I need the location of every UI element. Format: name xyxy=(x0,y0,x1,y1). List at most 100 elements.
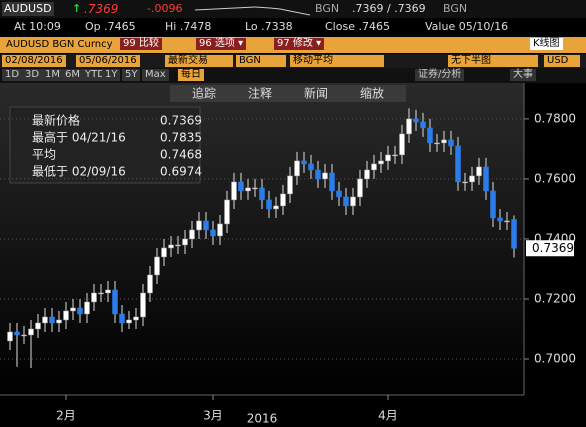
x-axis-label: 2016 xyxy=(247,412,278,426)
candle-body xyxy=(252,187,258,190)
candle-body xyxy=(245,187,251,192)
security-bar: AUDUSD BGN Curncy 99 比较 96 选项 ▾ 97 修改 ▾ … xyxy=(0,37,586,53)
open: Op .7465 xyxy=(85,20,136,33)
sparkline xyxy=(195,6,310,16)
candle-body xyxy=(329,172,335,192)
candle-body xyxy=(161,247,167,258)
candle-body xyxy=(406,118,412,135)
candle-body xyxy=(259,187,265,201)
candle-body xyxy=(21,334,27,337)
candle-body xyxy=(490,190,496,219)
price-source[interactable]: BGN xyxy=(236,55,286,67)
security[interactable]: AUDUSD BGN Curncy xyxy=(6,39,113,50)
candle-body xyxy=(63,310,69,321)
candle-body xyxy=(497,217,503,222)
chart-tool[interactable]: 追踪 xyxy=(192,86,216,101)
period-button[interactable]: 3D xyxy=(22,69,43,81)
lower-chart[interactable]: 无下半图 xyxy=(448,55,538,67)
candle-body xyxy=(294,160,300,177)
modify[interactable]: 97 修改 ▾ xyxy=(274,38,325,50)
candle-body xyxy=(70,307,76,312)
legend-value: 0.7835 xyxy=(160,131,202,145)
candle-body xyxy=(231,181,237,201)
tool-bar xyxy=(170,85,406,102)
candle-body xyxy=(119,313,125,324)
period-button[interactable]: 1Y xyxy=(102,69,121,81)
candle-body xyxy=(140,292,146,318)
candle-body xyxy=(98,292,104,295)
candle-body xyxy=(105,289,111,294)
candle-body xyxy=(483,166,489,192)
legend-label: 最低于 02/09/16 xyxy=(32,165,126,179)
price-field[interactable]: 最新交易 xyxy=(165,55,233,67)
candle-body xyxy=(441,139,447,144)
candle-body xyxy=(371,163,377,171)
chart-type[interactable]: K线图 xyxy=(530,38,563,50)
period-bar: 每日 证券/分析 大事 1D 3D 1M 6M YTD 1Y 5Y Max xyxy=(0,68,586,83)
period-button[interactable]: Max xyxy=(142,69,169,81)
candle-body xyxy=(448,139,454,147)
moving-average[interactable]: 移动平均 xyxy=(290,55,384,67)
close: Close .7465 xyxy=(325,20,390,33)
frequency[interactable]: 每日 xyxy=(178,69,204,81)
last-price-tag xyxy=(526,240,574,257)
candle-body xyxy=(350,196,356,207)
candle-body xyxy=(427,127,433,144)
x-tick-label: 2月 xyxy=(56,409,76,423)
candle-body xyxy=(511,219,517,249)
chart-tool[interactable]: 注释 xyxy=(248,86,272,101)
events[interactable]: 大事 xyxy=(510,69,536,81)
candle-body xyxy=(14,331,20,336)
chart-tool[interactable]: 缩放 xyxy=(360,86,384,101)
period-button[interactable]: YTD xyxy=(82,69,108,81)
source: BGN xyxy=(443,2,468,15)
candle-body xyxy=(322,172,328,180)
candle-body xyxy=(42,316,48,324)
candle-body xyxy=(49,316,55,324)
compare[interactable]: 99 比较 xyxy=(120,38,162,50)
currency[interactable]: USD xyxy=(544,55,580,67)
x-tick-label: 4月 xyxy=(378,409,398,423)
end-date[interactable]: 05/06/2016 xyxy=(76,55,140,67)
candle-body xyxy=(133,316,139,321)
x-tick-label: 3月 xyxy=(203,409,223,423)
period-button[interactable]: 5Y xyxy=(122,69,141,81)
quote-bar: AUDUSD ↑ .7369 -.0096 BGN .7369 / .7369 … xyxy=(0,0,586,18)
candle-body xyxy=(91,292,97,303)
period-button[interactable]: 1M xyxy=(42,69,63,81)
candle-body xyxy=(224,199,230,225)
analysis[interactable]: 证券/分析 xyxy=(415,69,465,81)
legend-value: 0.7369 xyxy=(160,114,202,128)
candle-body xyxy=(273,205,279,210)
candle-body xyxy=(385,154,391,162)
chart-tool[interactable]: 新闻 xyxy=(304,86,328,101)
candle-body xyxy=(175,244,181,247)
candle-body xyxy=(476,166,482,177)
candle-body xyxy=(147,274,153,294)
candle-body xyxy=(28,328,34,336)
candle-body xyxy=(7,331,13,342)
candle-body xyxy=(210,229,216,237)
candle-body xyxy=(308,163,314,171)
period-button[interactable]: 6M xyxy=(62,69,83,81)
legend-value: 0.6974 xyxy=(160,165,202,179)
candle-body xyxy=(168,244,174,249)
quote-details: At 10:09 Op .7465 Hi .7478 Lo .7338 Clos… xyxy=(0,18,586,36)
start-date[interactable]: 02/08/2016 xyxy=(2,55,66,67)
candle-body xyxy=(434,142,440,145)
period-button[interactable]: 1D xyxy=(2,69,23,81)
candle-body xyxy=(203,220,209,231)
low: Lo .7338 xyxy=(245,20,293,33)
options[interactable]: 96 选项 ▾ xyxy=(196,38,247,50)
change: -.0096 xyxy=(147,2,183,15)
candle-body xyxy=(287,175,293,195)
candle-body xyxy=(315,169,321,180)
candle-body xyxy=(357,178,363,198)
candle-body xyxy=(413,118,419,123)
candle-body xyxy=(469,175,475,183)
candle-body xyxy=(154,256,160,276)
legend-label: 平均 xyxy=(32,148,56,162)
candle-body xyxy=(196,220,202,231)
value: Value 05/10/16 xyxy=(425,20,509,33)
